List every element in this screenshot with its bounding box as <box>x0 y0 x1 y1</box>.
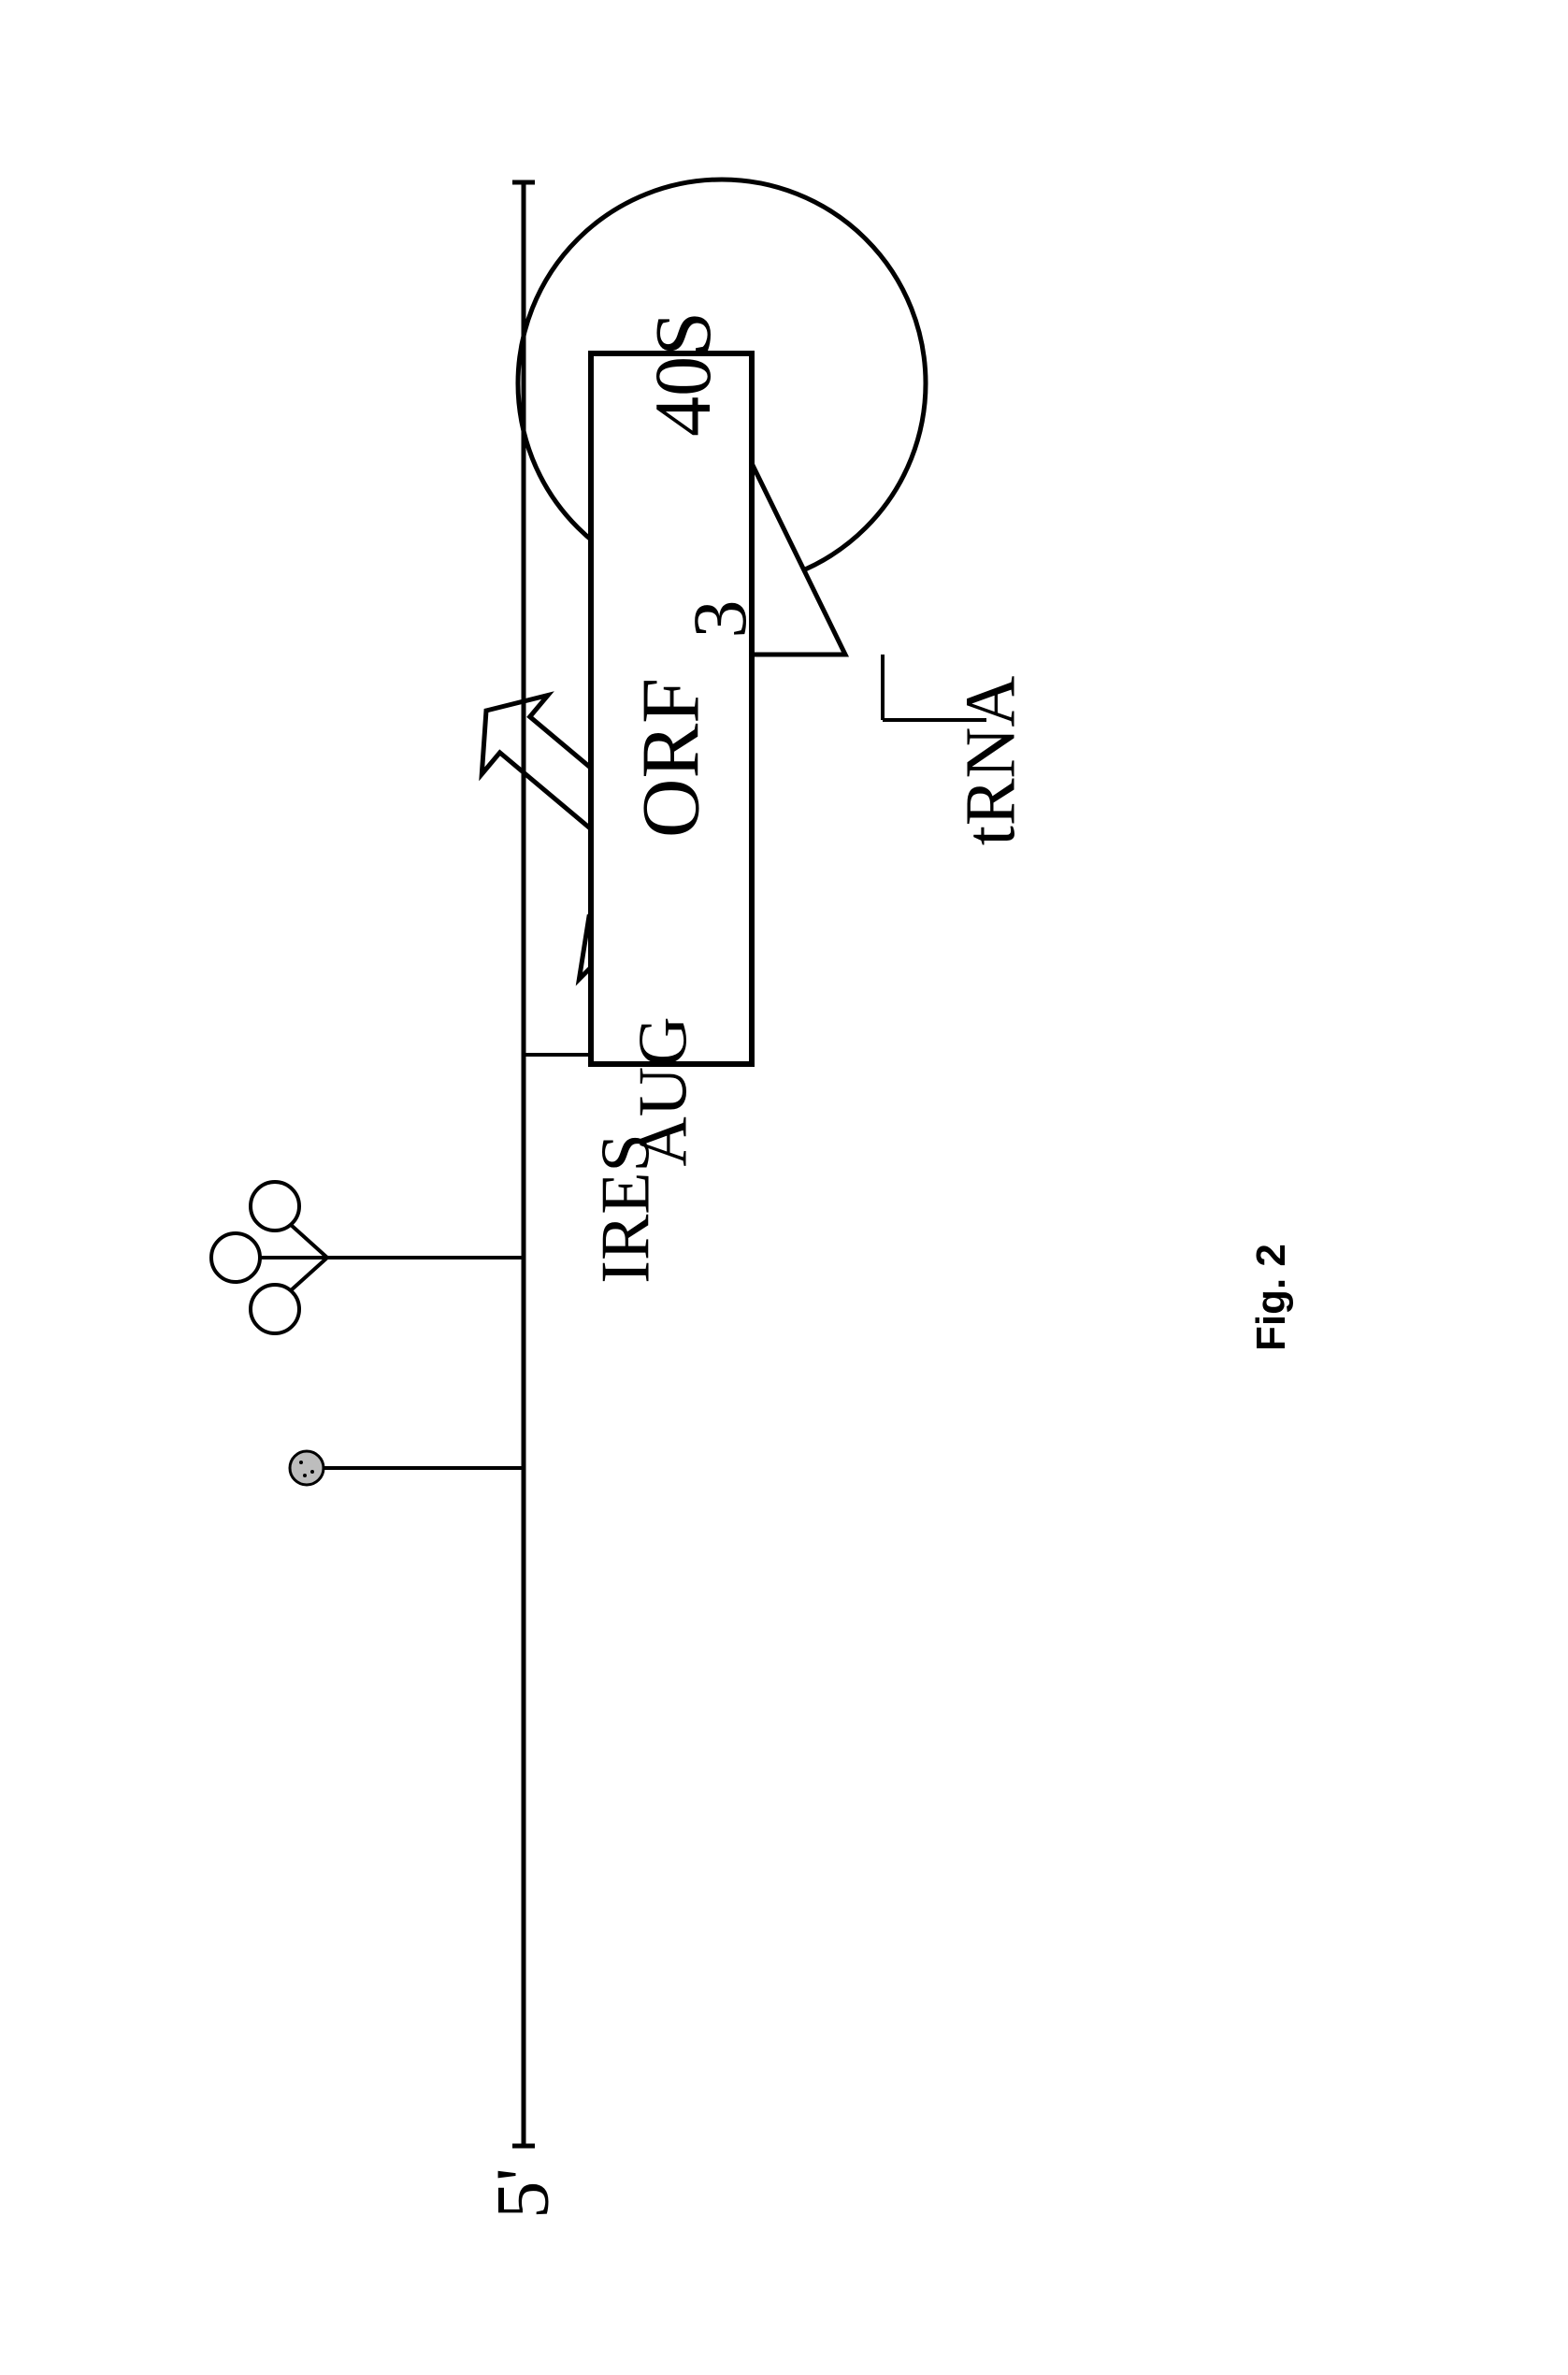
figure-stage: 5' IRES AUG ORF 40S 3 tRNA Fig. 2 <box>0 0 1568 2375</box>
aug-label: AUG <box>625 989 704 1195</box>
orf-label: ORF <box>625 646 719 871</box>
ires-stem2-head-right <box>251 1285 299 1333</box>
five-prime-label: 5' <box>482 2138 567 2250</box>
trna-label: tRNA <box>951 640 1032 883</box>
eif3-label: 3 <box>676 563 764 675</box>
ires-stem1-dot <box>303 1474 307 1477</box>
ires-stem2-head-mid <box>211 1233 260 1282</box>
diagram-svg <box>0 0 1568 2375</box>
ires-stem2-head-left <box>251 1182 299 1231</box>
ires-stem1-head <box>290 1451 324 1485</box>
ribosome-40s-label: 40S <box>636 281 729 468</box>
ires-stem1-dot <box>299 1461 303 1464</box>
figure-caption: Fig. 2 <box>1248 1164 1295 1351</box>
ires-stem1-dot <box>310 1470 314 1474</box>
